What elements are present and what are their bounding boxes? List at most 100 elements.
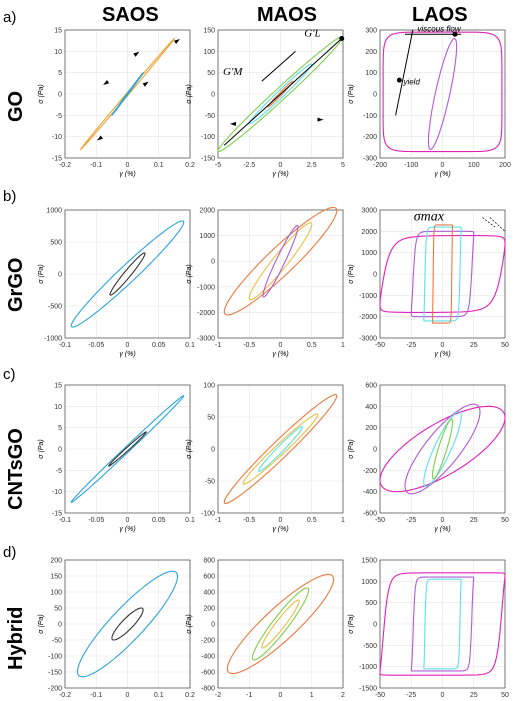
g-l-label: G'L — [304, 27, 320, 39]
plot-frame — [217, 209, 344, 339]
x-tick-label: 200 — [499, 162, 511, 169]
series-loop-purple — [410, 230, 475, 318]
x-axis-label: γ (%) — [119, 526, 135, 533]
x-tick-label: 50 — [501, 342, 509, 349]
y-tick-label: 0 — [58, 272, 62, 279]
yield-label: yield — [402, 77, 420, 86]
chart-cnt-laos: -50 -25 0 25 50 600 400 200 0 -200 -400 -600 γ (%) σ … — [348, 383, 509, 534]
y-tick-label: 150 — [50, 574, 62, 581]
y-axis-label: σ (Pa) — [186, 84, 193, 103]
y-tick-label: 100 — [203, 49, 215, 56]
y-tick-label: -400 — [363, 489, 377, 496]
y-tick-label: -15 — [52, 511, 62, 518]
y-tick-label: 15 — [54, 383, 62, 390]
chart-go-saos: -0.2 -0.1 0 0.1 0.2 15 10 5 0 -5 -10 -15 γ (%) σ (Pa) — [38, 28, 195, 179]
x-axis-label: γ (%) — [434, 526, 450, 533]
y-tick-label: 0 — [58, 92, 62, 99]
x-tick-label: -50 — [375, 517, 385, 524]
x-tick-label: 0.1 — [185, 342, 195, 349]
x-tick-label: 2.5 — [307, 162, 317, 169]
y-tick-label: 600 — [365, 383, 377, 390]
y-tick-label: -100 — [363, 113, 377, 120]
series-loop-purple — [404, 403, 481, 495]
x-tick-label: -50 — [375, 692, 385, 699]
y-tick-label: 15 — [54, 28, 62, 35]
row-letter-c: c) — [3, 366, 16, 383]
series-loop-yellow — [242, 413, 319, 485]
series-loop-blue — [70, 395, 185, 503]
direction-arrow — [103, 79, 110, 86]
row-letter-b: b) — [3, 188, 17, 205]
y-tick-label: 1500 — [361, 558, 377, 565]
y-tick-label: 200 — [365, 49, 377, 56]
row-letter-a: a) — [3, 9, 17, 26]
x-tick-label: -25 — [406, 692, 416, 699]
plot-frame — [379, 209, 506, 339]
series-loop-dark — [109, 252, 146, 296]
y-tick-label: -2000 — [197, 310, 215, 317]
y-tick-label: 50 — [207, 70, 215, 77]
direction-arrow — [317, 117, 324, 122]
y-tick-label: 200 — [50, 558, 62, 565]
y-tick-label: -1000 — [197, 284, 215, 291]
plot-frame — [217, 559, 344, 689]
y-tick-label: -15 — [52, 156, 62, 163]
x-tick-label: 0 — [279, 692, 283, 699]
x-axis-label: γ (%) — [434, 351, 450, 358]
y-axis-label: σ (Pa) — [186, 264, 193, 283]
sigma-max-arrow — [482, 217, 496, 228]
column-header-saos: SAOS — [102, 4, 159, 26]
plot-frame — [64, 29, 191, 159]
plot-frame — [64, 209, 191, 339]
y-tick-label: -100 — [48, 654, 62, 661]
plot-frame — [217, 384, 344, 514]
g-m-line — [261, 50, 296, 82]
x-tick-label: -200 — [373, 162, 387, 169]
direction-arrow — [96, 135, 103, 141]
y-tick-label: 1000 — [46, 208, 62, 215]
x-tick-label: 5 — [341, 162, 345, 169]
y-tick-label: -50 — [205, 113, 215, 120]
y-tick-label: -100 — [201, 511, 215, 518]
y-tick-label: 200 — [365, 425, 377, 432]
series-loop-magenta — [379, 235, 506, 313]
y-tick-label: -2000 — [359, 314, 377, 321]
series-loop-cyan — [248, 63, 313, 125]
y-axis-label: σ (Pa) — [348, 614, 355, 633]
y-tick-label: -100 — [201, 134, 215, 141]
y-tick-label: -400 — [201, 654, 215, 661]
x-tick-label: 1 — [341, 342, 345, 349]
y-tick-label: -1000 — [359, 664, 377, 671]
y-axis-label: σ (Pa) — [38, 614, 45, 633]
y-tick-label: 600 — [203, 574, 215, 581]
x-axis-label: γ (%) — [272, 526, 288, 533]
x-tick-label: -0.2 — [59, 162, 71, 169]
series-loop-cyan — [258, 426, 303, 472]
x-tick-label: -0.2 — [59, 692, 71, 699]
x-tick-label: -0.1 — [59, 517, 71, 524]
y-tick-label: 0 — [211, 92, 215, 99]
chart-go-maos: -5 -2.5 0 2.5 5 150 100 50 0 -50 -100 -150 γ (%) σ (P… — [186, 27, 345, 178]
y-tick-label: 400 — [203, 590, 215, 597]
x-tick-label: 0.1 — [154, 692, 164, 699]
y-axis-label: σ (Pa) — [348, 439, 355, 458]
chart-grgo-saos: -0.1 -0.05 0 0.05 0.1 1000 500 0 -500 -1000 γ (%) σ… — [38, 208, 195, 359]
viscous-flow-label: viscous flow — [418, 25, 462, 34]
x-tick-label: -5 — [215, 162, 221, 169]
series-loop-salmon — [223, 206, 338, 316]
y-tick-label: -3000 — [359, 336, 377, 343]
x-tick-label: -2 — [215, 692, 221, 699]
x-tick-label: -100 — [404, 162, 418, 169]
direction-arrow — [173, 38, 180, 45]
y-tick-label: -300 — [363, 156, 377, 163]
x-tick-label: 2 — [341, 692, 345, 699]
y-tick-label: 2000 — [361, 229, 377, 236]
x-tick-label: 0 — [126, 517, 130, 524]
y-tick-label: 1000 — [361, 250, 377, 257]
y-tick-label: 5 — [58, 425, 62, 432]
y-tick-label: 100 — [203, 383, 215, 390]
x-tick-label: 0 — [441, 517, 445, 524]
y-tick-label: -200 — [201, 638, 215, 645]
direction-arrow — [133, 51, 140, 57]
